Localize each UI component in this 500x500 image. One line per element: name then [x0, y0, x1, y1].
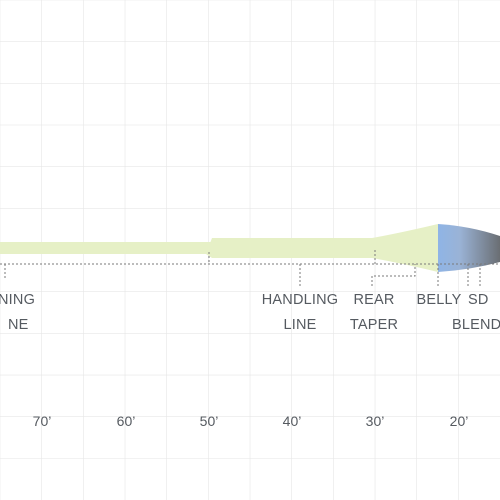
distance-mark-40: 40’	[282, 413, 302, 429]
head-belly-segment	[438, 224, 500, 272]
rear-taper-label-line1: REAR	[353, 292, 395, 308]
rear-taper-label: REAR TAPER	[344, 288, 404, 338]
distance-mark-70: 70’	[32, 413, 52, 429]
sd-blend-label-line2: BLEND	[452, 317, 500, 333]
belly-label-text: BELLY	[416, 292, 462, 308]
distance-mark-30: 30’	[365, 413, 385, 429]
distance-mark-60: 60’	[116, 413, 136, 429]
rear-taper-label-line2: TAPER	[349, 317, 399, 333]
belly-label: BELLY	[414, 288, 464, 313]
distance-mark-50: 50’	[199, 413, 219, 429]
handling-line-label: HANDLING LINE	[260, 288, 340, 338]
sd-blend-label: SD BLEND	[452, 288, 500, 338]
measurement-bracket	[0, 250, 500, 288]
distance-mark-20: 20’	[449, 413, 469, 429]
sd-blend-label-line1: SD	[468, 292, 489, 308]
running-line-segment	[0, 242, 212, 254]
running-line-label-line1: NING	[0, 292, 36, 308]
handling-line-segment	[206, 224, 438, 272]
running-line-label: NING NE	[0, 288, 35, 338]
running-line-label-line2: NE	[8, 317, 29, 333]
handling-line-label-line1: HANDLING	[261, 292, 339, 308]
handling-line-label-line2: LINE	[283, 317, 317, 333]
